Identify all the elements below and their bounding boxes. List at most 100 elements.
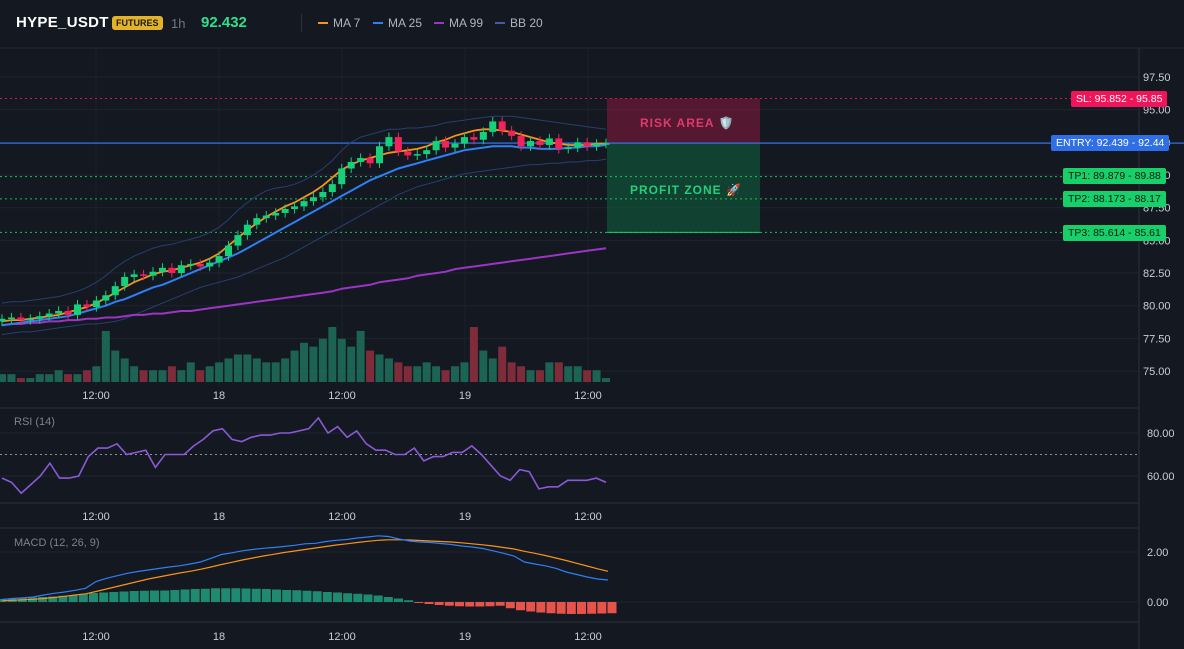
macd-axis-tick: 0.00 — [1147, 597, 1168, 609]
candle-body — [262, 215, 270, 219]
volume-bar — [45, 374, 54, 382]
macd-histogram-bar — [109, 592, 119, 602]
sl-label: SL: 95.852 — [1076, 93, 1127, 105]
candle-body — [338, 168, 346, 185]
candle-body — [508, 130, 516, 136]
volume-bar — [101, 330, 110, 382]
ma7-line — [1, 128, 606, 323]
tp3-label: TP3: 85.614 — [1068, 227, 1126, 239]
candle-body — [26, 318, 34, 321]
rsi-time-tick: 12:00 — [82, 511, 110, 523]
candle-body — [376, 146, 383, 164]
candle-body — [102, 295, 110, 301]
volume-bar — [337, 338, 346, 382]
macd-histogram-bar — [363, 594, 373, 602]
macd-histogram-bar — [526, 602, 536, 612]
timeframe-selector[interactable]: 1h — [171, 16, 186, 31]
price-axis-tick: 77.50 — [1143, 333, 1171, 345]
macd-histogram-bar — [231, 588, 241, 602]
macd-histogram-bar — [292, 590, 302, 602]
macd-histogram-bar — [221, 588, 231, 602]
candle-body — [140, 274, 148, 276]
entry-price-tag: ENTRY: 92.439 - 92.44 — [1051, 135, 1170, 151]
time-axis-tick: 19 — [459, 390, 471, 402]
tp1-value: 89.88 — [1134, 170, 1161, 182]
volume-bar — [309, 346, 318, 382]
candle-body — [385, 137, 393, 147]
volume-bar — [233, 354, 242, 382]
macd-histogram-bar — [424, 602, 434, 604]
time-axis-tick: 12:00 — [574, 390, 602, 402]
macd-histogram-bar — [48, 596, 58, 602]
macd-histogram-bar — [78, 594, 88, 602]
candle-body — [583, 142, 591, 147]
candle-body — [423, 150, 431, 155]
rsi-time-tick: 19 — [459, 511, 471, 523]
macd-histogram-bar — [129, 591, 139, 602]
legend-ma99[interactable]: MA 99 — [434, 16, 483, 30]
legend-ma7[interactable]: MA 7 — [318, 16, 360, 30]
candle-body — [83, 304, 91, 308]
candle-body — [55, 310, 63, 314]
legend-ma25[interactable]: MA 25 — [373, 16, 422, 30]
macd-histogram-bar — [200, 588, 210, 602]
volume-bar — [281, 358, 290, 382]
ma99-line — [1, 247, 607, 327]
entry-label: ENTRY: 92.439 — [1056, 137, 1129, 149]
candle-body — [366, 158, 374, 164]
volume-bar — [573, 366, 582, 382]
legend-swatch — [495, 22, 505, 24]
macd-histogram-bar — [444, 602, 454, 606]
volume-bar — [73, 374, 82, 382]
legend-bb20[interactable]: BB 20 — [495, 16, 543, 30]
candle-body — [479, 131, 487, 140]
chart-header: HYPE_USDT FUTURES 1h 92.432 MA 7 MA 25 M… — [0, 0, 1184, 48]
time-axis-tick: 18 — [213, 390, 225, 402]
candle-body — [158, 267, 166, 272]
risk-area-zone — [607, 98, 760, 144]
volume-bar — [432, 366, 441, 382]
candle-body — [243, 224, 251, 236]
volume-bar — [366, 350, 375, 382]
tp3-value: 85.61 — [1134, 227, 1161, 239]
volume-bar — [422, 362, 431, 382]
macd-histogram-bar — [180, 589, 190, 602]
header-divider — [301, 14, 302, 32]
macd-histogram-bar — [343, 593, 353, 602]
ma25-line — [1, 144, 607, 327]
volume-bar — [488, 358, 497, 382]
volume-bar — [205, 366, 214, 382]
candle-body — [74, 304, 81, 315]
volume-bar — [535, 370, 544, 382]
volume-bar — [130, 366, 139, 382]
rsi-axis-tick: 80.00 — [1147, 428, 1175, 440]
candle-body — [309, 197, 317, 202]
macd-time-tick: 19 — [459, 631, 471, 643]
macd-histogram-bar — [546, 602, 556, 614]
volume-bar — [252, 358, 261, 382]
macd-title: MACD (12, 26, 9) — [14, 537, 100, 549]
volume-bar — [592, 370, 601, 382]
volume-bar — [111, 350, 120, 382]
volume-bar — [54, 370, 63, 382]
candle-body — [168, 267, 176, 274]
macd-histogram-bar — [516, 602, 525, 611]
candle-body — [187, 263, 195, 266]
candle-body — [442, 141, 450, 148]
volume-bar — [328, 327, 337, 382]
volume-bar — [82, 370, 91, 382]
macd-histogram-bar — [272, 589, 281, 602]
macd-histogram-bar — [495, 602, 505, 606]
macd-histogram-bar — [485, 602, 495, 607]
legend-label: MA 25 — [388, 16, 423, 30]
macd-time-tick: 12:00 — [574, 631, 602, 643]
candle-body — [7, 317, 15, 319]
symbol-title[interactable]: HYPE_USDT — [16, 14, 109, 31]
tp1-price-tag: TP1: 89.879 - 89.88 — [1063, 168, 1166, 184]
volume-bar — [92, 366, 101, 382]
macd-histogram-bar — [505, 602, 515, 609]
candle-body — [394, 137, 402, 152]
candle-body — [291, 206, 299, 210]
candle-body — [517, 135, 525, 147]
